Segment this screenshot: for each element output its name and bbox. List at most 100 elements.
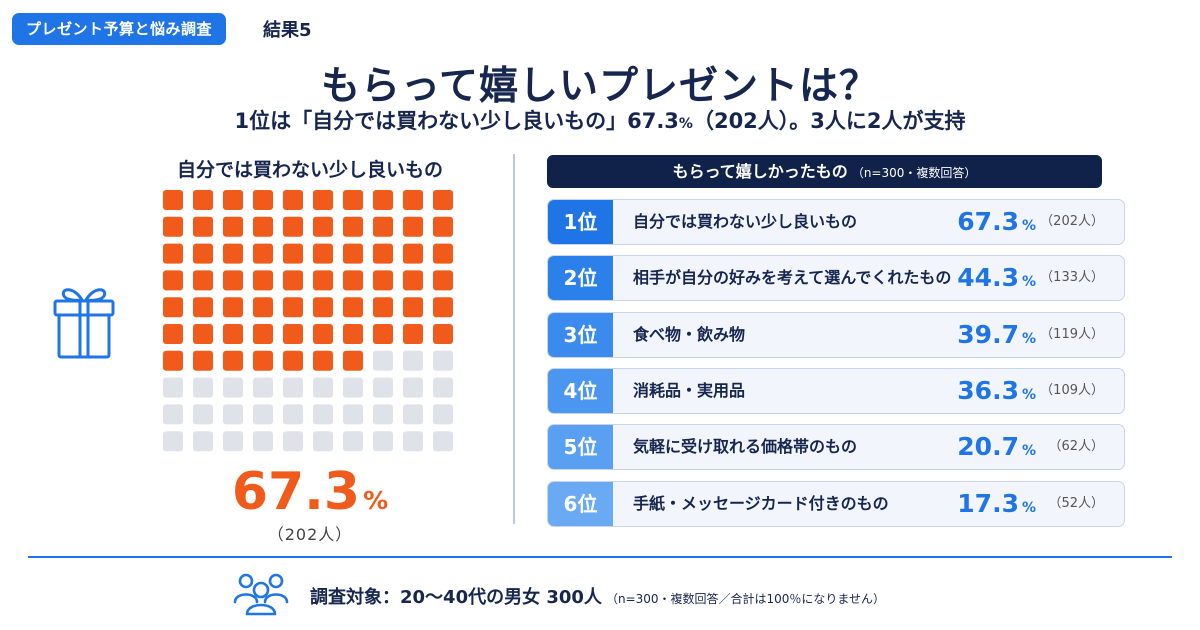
waffle-cell-filled (343, 350, 363, 371)
waffle-cell-empty (223, 431, 243, 452)
waffle-cell-filled (193, 243, 213, 264)
rank-label: 気軽に受け取れる価格帯のもの (633, 437, 858, 457)
waffle-cell-filled (343, 243, 363, 264)
waffle-cell-filled (223, 350, 243, 371)
rank-percent: 36.3% (957, 369, 1036, 413)
waffle-cell-filled (373, 324, 393, 344)
ranking-row: 4位 消耗品・実用品 36.3% （109人） (547, 367, 1125, 414)
rank-label: 消耗品・実用品 (633, 380, 746, 400)
rank-count: （119人） (1040, 326, 1104, 342)
waffle-cell-filled (343, 297, 363, 318)
rank-badge: 1位 (548, 200, 613, 244)
waffle-cell-filled (283, 216, 303, 237)
ranking-header-title: もらって嬉しかったもの (672, 162, 848, 181)
waffle-cell-empty (163, 377, 183, 398)
waffle-cell-empty (373, 377, 393, 398)
waffle-cell-filled (283, 297, 303, 318)
waffle-cell-filled (223, 324, 243, 344)
rank-percent: 20.7% (957, 425, 1036, 469)
waffle-cell-filled (283, 324, 303, 344)
waffle-cell-empty (343, 377, 363, 398)
waffle-cell-filled (343, 190, 363, 210)
rank-percent: 39.7% (957, 313, 1036, 357)
people-icon (233, 573, 289, 616)
waffle-cell-empty (313, 377, 333, 398)
waffle-cell-filled (283, 350, 303, 371)
rank-label: 手紙・メッセージカード付きのもの (633, 493, 889, 513)
waffle-percent-value: 67.3 (231, 462, 361, 522)
waffle-cell-filled (253, 216, 273, 237)
waffle-cell-filled (253, 270, 273, 291)
waffle-count: （202人） (267, 525, 353, 544)
waffle-cell-empty (343, 404, 363, 425)
rank-badge: 6位 (548, 481, 613, 526)
waffle-cell-filled (283, 270, 303, 291)
waffle-cell-filled (193, 324, 213, 344)
ranking-header-note: （n=300・複数回答） (851, 166, 977, 180)
subtitle-pct-unit: % (678, 116, 693, 132)
waffle-percent-unit: % (363, 486, 389, 515)
waffle-cell-filled (223, 190, 243, 210)
waffle-cell-empty (313, 431, 333, 452)
waffle-cell-filled (163, 350, 183, 371)
ranking-row: 2位 相手が自分の好みを考えて選んでくれたもの 44.3% （133人） (547, 255, 1125, 302)
waffle-cell-filled (313, 190, 333, 210)
waffle-cell-filled (283, 190, 303, 210)
waffle-cell-empty (433, 431, 453, 452)
survey-target: 調査対象：20〜40代の男女 300人 （n=300・複数回答／合計は100％にな… (310, 583, 885, 609)
waffle-cell-filled (433, 243, 453, 264)
rank-count: （109人） (1040, 382, 1104, 398)
waffle-cell-filled (373, 190, 393, 210)
waffle-cell-empty (433, 404, 453, 425)
rank-percent-value: 39.7 (957, 319, 1019, 349)
page-subtitle: 1位は「自分では買わない少し良いもの」67.3%（202人）。3人に2人が支持 (0, 105, 1200, 135)
survey-target-note: （n=300・複数回答／合計は100％になりません） (605, 592, 886, 606)
rank-badge: 5位 (548, 425, 613, 470)
waffle-cell-filled (403, 190, 423, 210)
waffle-cell-filled (163, 216, 183, 237)
waffle-cell-filled (193, 350, 213, 371)
ranking-row: 1位 自分では買わない少し良いもの 67.3% （202人） (547, 199, 1125, 245)
rank-count: （133人） (1040, 270, 1104, 286)
waffle-cell-empty (373, 404, 393, 425)
waffle-cell-empty (253, 404, 273, 425)
page-title: もらって嬉しいプレゼントは？ (320, 64, 880, 109)
rank-percent: 44.3% (957, 256, 1036, 300)
waffle-cell-filled (343, 324, 363, 344)
ranking-row: 5位 気軽に受け取れる価格帯のもの 20.7% （62人） (547, 424, 1125, 471)
rank-badge: 3位 (548, 312, 613, 357)
waffle-cell-empty (223, 404, 243, 425)
waffle-cell-empty (283, 377, 303, 398)
rank-label: 食べ物・飲み物 (633, 324, 746, 344)
waffle-cell-filled (403, 216, 423, 237)
waffle-cell-empty (253, 377, 273, 398)
waffle-cell-filled (433, 190, 453, 210)
waffle-cell-filled (313, 350, 333, 371)
waffle-cell-filled (193, 216, 213, 237)
waffle-cell-filled (193, 270, 213, 291)
waffle-cell-filled (373, 270, 393, 291)
rank-percent-unit: % (1021, 443, 1036, 460)
waffle-cell-filled (373, 216, 393, 237)
waffle-cell-filled (433, 270, 453, 291)
waffle-cell-filled (223, 270, 243, 291)
waffle-cell-filled (253, 243, 273, 264)
waffle-cell-empty (163, 404, 183, 425)
waffle-cell-empty (283, 431, 303, 452)
waffle-cell-filled (373, 243, 393, 264)
rank-percent-unit: % (1021, 330, 1036, 347)
rank-percent-value: 67.3 (957, 207, 1019, 236)
result-label: 結果5 (263, 20, 312, 41)
rank-count: （52人） (1048, 495, 1104, 511)
waffle-cell-empty (403, 431, 423, 452)
rank-percent-unit: % (1021, 499, 1036, 516)
waffle-cell-empty (283, 404, 303, 425)
waffle-cell-filled (343, 216, 363, 237)
gift-icon (53, 288, 115, 359)
waffle-cell-filled (163, 324, 183, 344)
survey-tag: プレゼント予算と悩み調査 (12, 13, 227, 45)
waffle-cell-filled (403, 243, 423, 264)
waffle-cell-filled (313, 216, 333, 237)
subtitle-rest: （202人）。3人に2人が支持 (692, 109, 966, 133)
rank-badge: 4位 (548, 368, 613, 413)
